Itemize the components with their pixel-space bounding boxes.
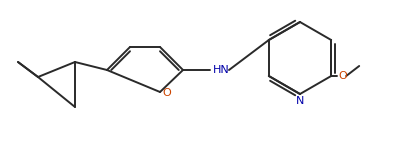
Text: N: N	[296, 96, 304, 106]
Text: O: O	[162, 88, 171, 98]
Text: HN: HN	[213, 65, 230, 75]
Text: O: O	[338, 71, 347, 81]
